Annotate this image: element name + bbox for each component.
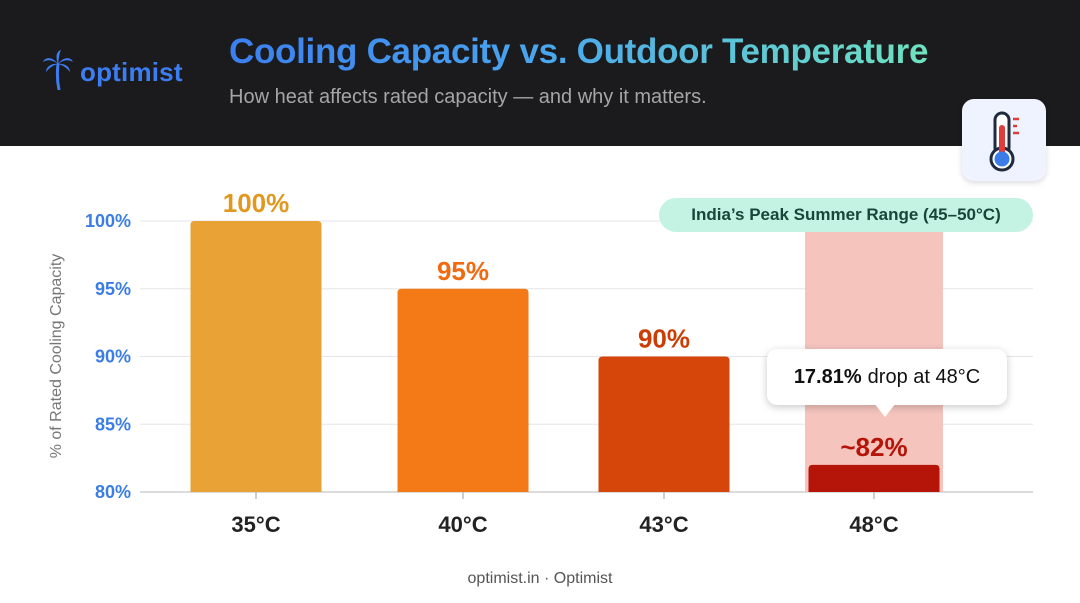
- brand-logo[interactable]: optimist: [42, 50, 183, 95]
- thermometer-icon: [962, 111, 1046, 185]
- callout-value: 17.81%: [793, 365, 862, 388]
- x-tick-label: 40°C: [438, 512, 487, 537]
- peak-summer-range-label: India’s Peak Summer Range (45–50°C): [659, 198, 1033, 232]
- palm-tree-icon: [42, 50, 74, 95]
- callout-pointer: [874, 403, 896, 417]
- bar-43°C: [598, 356, 730, 492]
- y-tick-label: 95%: [95, 279, 131, 299]
- data-label: 90%: [638, 324, 690, 354]
- thermometer-badge: [962, 99, 1046, 181]
- y-tick-label: 85%: [95, 414, 131, 434]
- x-tick-label: 43°C: [639, 512, 688, 537]
- drop-callout: 17.81% drop at 48°C: [767, 349, 1007, 405]
- footer-credit: optimist.in · Optimist: [467, 570, 613, 587]
- bar-48°C: [808, 464, 940, 492]
- y-tick-label: 90%: [95, 347, 131, 367]
- data-label: 95%: [437, 256, 489, 286]
- page-subtitle: How heat affects rated capacity — and wh…: [229, 86, 707, 108]
- y-tick-label: 80%: [95, 482, 131, 502]
- data-label: 100%: [223, 188, 290, 218]
- bar-35°C: [190, 221, 322, 492]
- x-tick-label: 35°C: [231, 512, 280, 537]
- data-label: ~82%: [840, 432, 907, 462]
- callout-text: drop at 48°C: [867, 365, 981, 388]
- page-title: Cooling Capacity vs. Outdoor Temperature: [229, 32, 929, 71]
- x-tick-label: 48°C: [849, 512, 898, 537]
- brand-name: optimist: [80, 57, 183, 87]
- bar-40°C: [397, 288, 529, 492]
- y-axis-label: % of Rated Cooling Capacity: [48, 254, 65, 459]
- header-bar: optimist Cooling Capacity vs. Outdoor Te…: [0, 0, 1080, 146]
- y-tick-label: 100%: [85, 211, 131, 231]
